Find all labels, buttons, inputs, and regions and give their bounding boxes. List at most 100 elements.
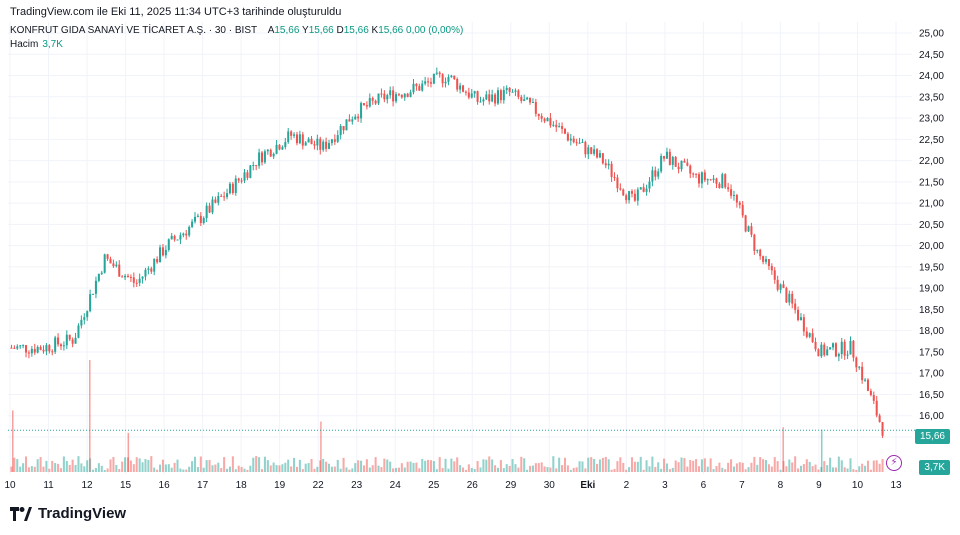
candle-body [65,334,68,346]
candle-body [167,239,170,250]
candle-body [639,187,642,190]
volume-bar [601,457,604,472]
candle-body [479,101,482,103]
volume-bar [721,467,724,472]
candle-body [360,103,363,119]
volume-spike [782,427,784,472]
y-tick-label: 18,50 [919,305,944,316]
candle-body [823,344,826,356]
volume-bar [313,468,316,472]
volume-bar [237,465,240,472]
high-label: Y [302,25,309,36]
volume-bar [834,467,837,472]
volume-spike [127,432,130,472]
candle-body [27,352,30,354]
candle-body [188,226,191,236]
volume-bar [855,469,858,472]
candle-body [260,152,264,163]
symbol-name[interactable]: KONFRUT GIDA SANAYİ VE TİCARET A.Ş. · 30… [10,25,257,36]
volume-bar [389,461,392,472]
volume-bar [121,461,124,472]
candle-body [193,216,197,222]
volume-bar [735,463,738,472]
volume-bar [648,466,651,472]
low-label: D [336,25,344,36]
candle-body [263,151,266,163]
candle-body [546,117,549,122]
candle-body [42,349,45,352]
candle-body [386,95,389,100]
candle-body [310,138,313,145]
candle-body [147,268,150,270]
volume-bar [412,462,415,472]
volume-bar [330,466,333,472]
volume-bar [339,468,342,472]
candle-body [782,284,785,288]
volume-bar [135,457,138,472]
volume-bar [523,458,526,472]
candle-body [645,188,648,192]
volume-label[interactable]: Hacim [10,39,39,50]
volume-bar [764,459,768,472]
volume-spike [320,421,322,472]
candle-body [744,215,747,232]
candle-body [628,191,631,201]
y-tick-label: 21,00 [919,199,944,210]
volume-bar [808,461,811,472]
volume-bar [762,459,765,472]
volume-bar [429,460,432,472]
volume-bar [226,468,229,472]
volume-bar [374,457,377,472]
candle-body [866,379,869,391]
volume-bar [103,469,106,472]
x-tick-label: 30 [544,480,556,491]
volume-bar [473,469,476,472]
volume-bar [517,467,520,472]
volume-bar [243,468,246,472]
candle-body [295,134,298,144]
candle-body [94,280,97,294]
candle-body [392,90,395,102]
candle-body [365,105,368,107]
candle-body [794,303,797,310]
candle-body [502,89,505,101]
candle-body [531,102,534,104]
candle-body [855,357,858,368]
volume-bar [829,457,832,472]
lightning-icon[interactable]: ⚡ [886,455,902,471]
candle-body [563,128,567,134]
candle-body [858,366,861,368]
volume-bar [843,467,846,472]
volume-bar [852,469,855,472]
volume-bar [453,461,456,472]
tradingview-logo[interactable]: TradingView [10,505,126,522]
candle-body [269,149,272,157]
volume-bar [129,460,132,472]
volume-bar [10,466,13,472]
volume-bar [109,459,112,472]
x-tick-label: 2 [624,480,630,491]
x-tick-label: 19 [274,480,286,491]
volume-bar [476,461,479,472]
candle-body [686,162,689,166]
volume-bar [188,466,191,472]
candle-body [441,74,444,84]
candle-body [435,72,438,74]
candle-body [601,153,604,164]
candle-body [776,279,779,290]
candle-body [820,344,823,357]
volume-bar [217,462,220,472]
volume-bar [202,467,205,472]
candle-body [217,195,220,203]
candle-body [764,259,768,262]
volume-bar [260,469,264,472]
volume-bar [325,461,328,472]
volume-bar [598,459,601,472]
volume-bar [861,463,864,472]
candle-body [753,234,756,251]
candle-body [674,157,677,167]
volume-bar [505,464,508,472]
volume-bar [482,459,485,472]
candle-body [164,249,167,256]
